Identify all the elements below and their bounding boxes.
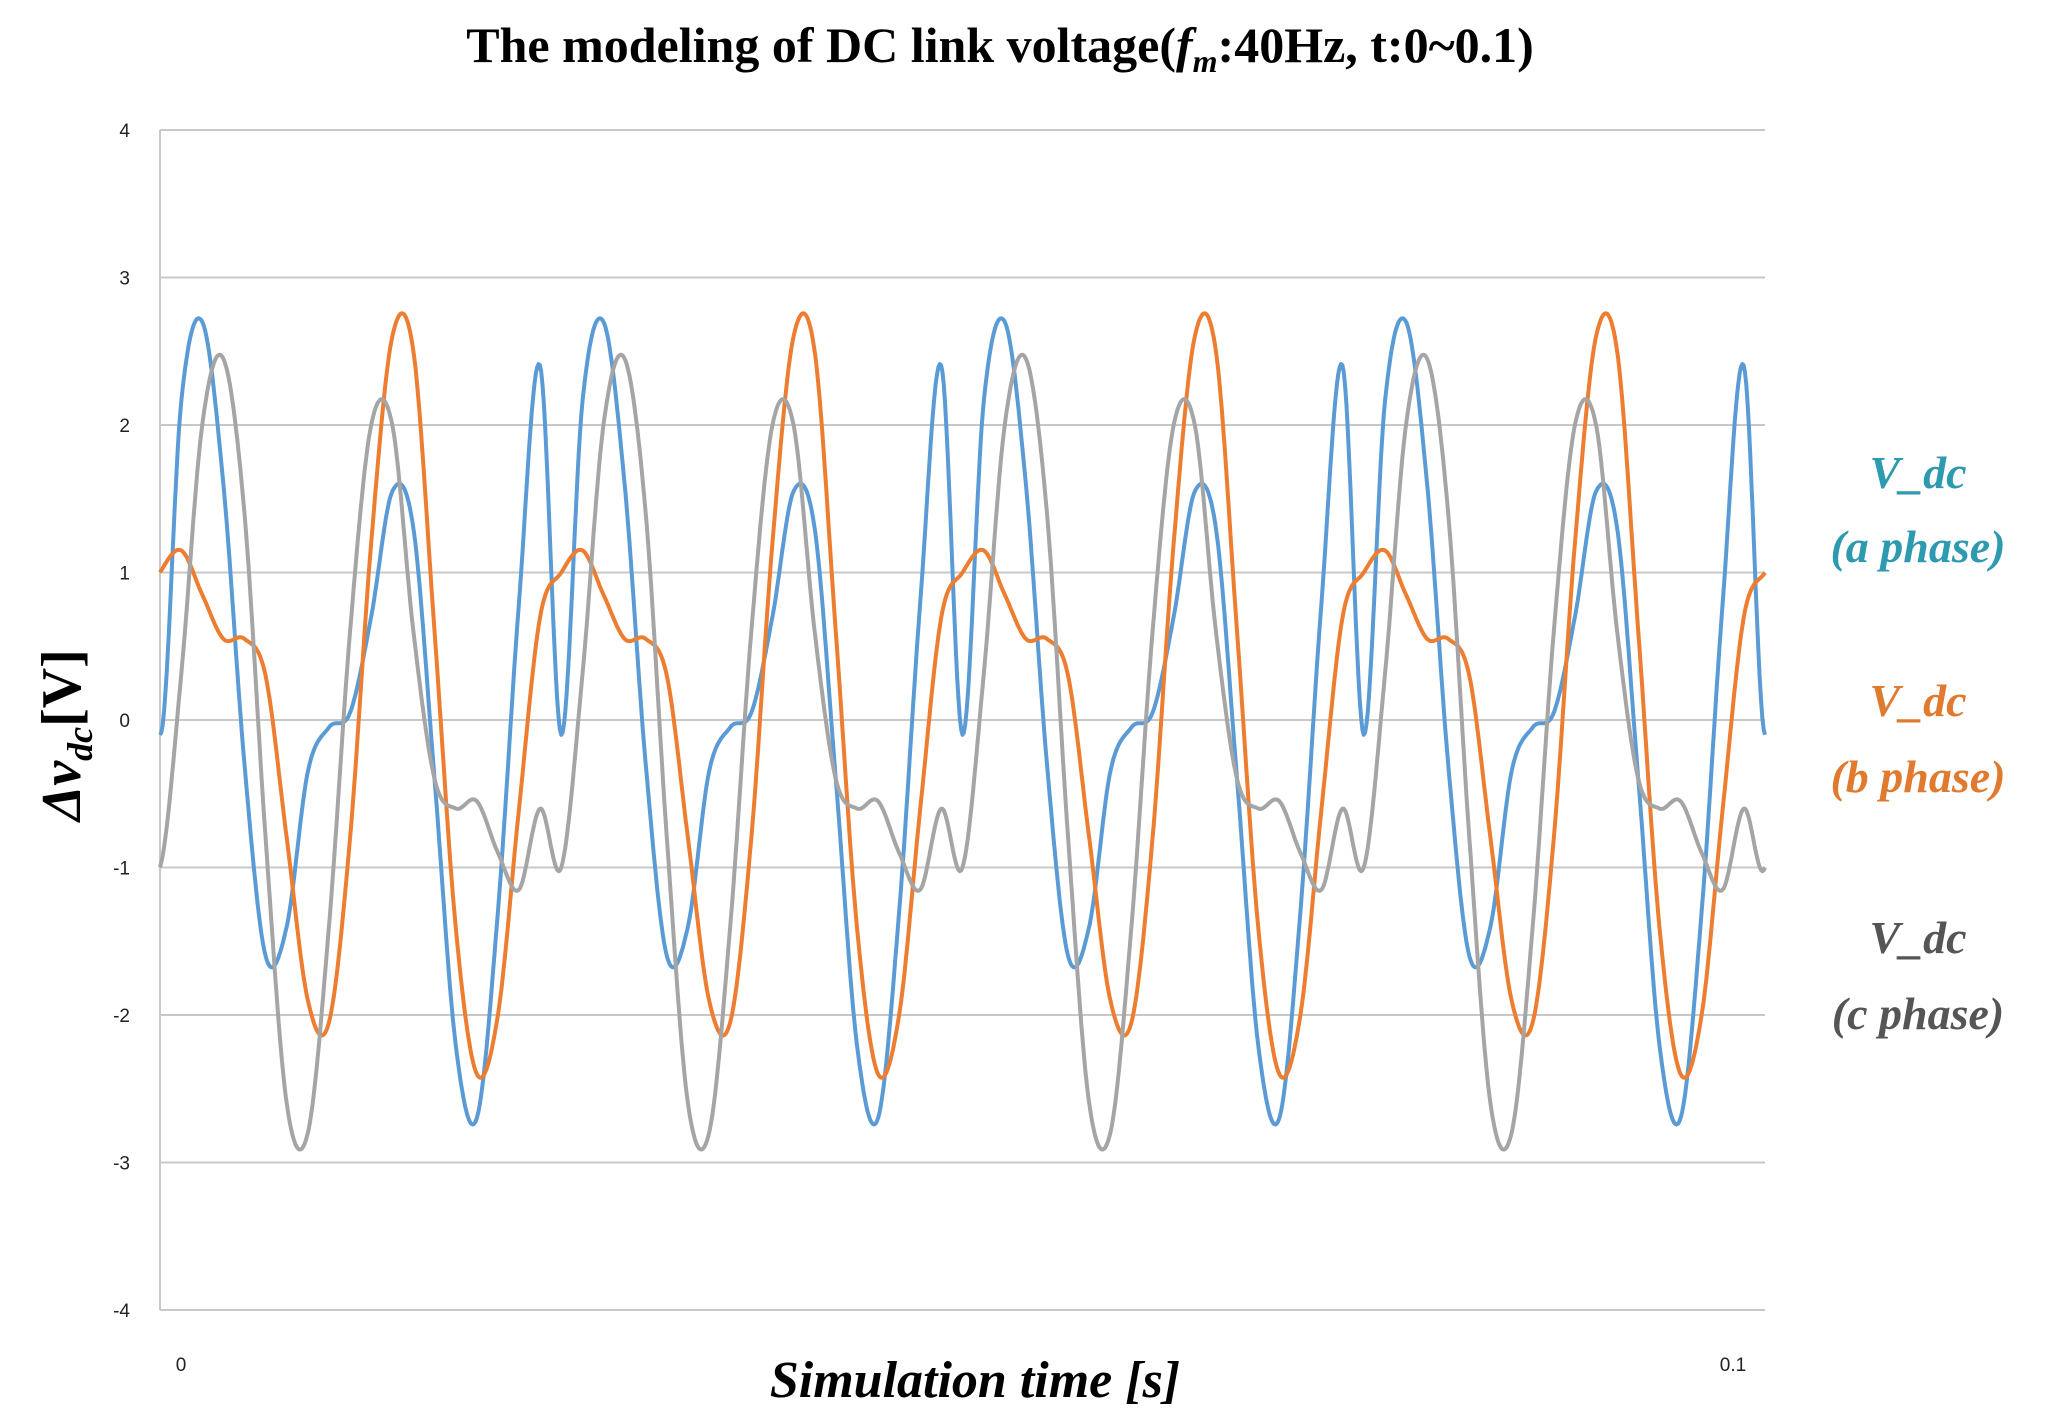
- legend: V_dc (a phase) V_dc (b phase) V_dc (c ph…: [1830, 447, 2005, 1039]
- series-layer: [158, 311, 1767, 1152]
- y-tick-labels: 4 3 2 1 0 -1 -2 -3 -4: [113, 121, 130, 1322]
- y-axis-label: Δvdc[V]: [31, 649, 100, 823]
- y-tick-label-7: -3: [113, 1154, 130, 1175]
- y-tick-label-4: 0: [119, 711, 130, 732]
- x-axis-label: Simulation time [s]: [770, 1352, 1180, 1409]
- x-tick-label-1: 0.1: [1720, 1355, 1746, 1376]
- legend-a-line2: (a phase): [1830, 521, 2005, 572]
- y-tick-label-3: 1: [119, 564, 130, 585]
- title-f: f: [1176, 17, 1197, 73]
- legend-c-line2: (c phase): [1832, 988, 2004, 1039]
- series-line-b-phase: [158, 311, 1767, 1080]
- y-tick-label-1: 3: [119, 269, 130, 290]
- y-tick-label-5: -1: [113, 859, 130, 880]
- y-label-delta: Δv: [31, 760, 93, 823]
- legend-a-line1: V_dc: [1869, 447, 1966, 498]
- title-suffix: :40Hz, t:0~0.1): [1218, 17, 1534, 73]
- y-tick-label-0: 4: [119, 121, 130, 142]
- title-m-subscript: m: [1193, 43, 1218, 79]
- legend-b-line1: V_dc: [1869, 675, 1966, 726]
- y-label-subscript: dc: [60, 727, 100, 761]
- y-label-unit: [V]: [31, 649, 93, 727]
- y-tick-label-2: 2: [119, 416, 130, 437]
- x-tick-label-0: 0: [176, 1355, 187, 1376]
- y-tick-label-8: -4: [113, 1301, 130, 1322]
- legend-c-line1: V_dc: [1869, 912, 1966, 963]
- chart-title: The modeling of DC link voltage(fm:40Hz,…: [466, 17, 1533, 79]
- legend-b-line2: (b phase): [1830, 751, 2005, 802]
- series-line-c-phase: [158, 352, 1767, 1152]
- y-tick-label-6: -2: [113, 1006, 130, 1027]
- title-prefix: The modeling of DC link voltage(: [466, 17, 1176, 73]
